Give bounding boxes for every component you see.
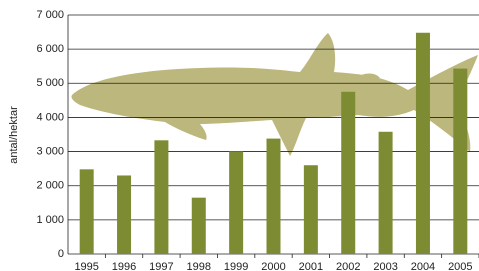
x-tick-label: 2001 xyxy=(299,261,323,271)
y-tick-label: 1 000 xyxy=(36,214,64,226)
bar xyxy=(304,165,318,254)
x-tick-label: 2004 xyxy=(411,261,435,271)
x-tick-label: 1999 xyxy=(224,261,248,271)
x-tick-label: 2002 xyxy=(336,261,360,271)
bar xyxy=(379,132,393,254)
bar xyxy=(192,198,206,254)
x-tick-label: 1996 xyxy=(112,261,136,271)
bar xyxy=(80,169,94,254)
y-tick-label: 6 000 xyxy=(36,43,64,55)
x-tick-label: 1997 xyxy=(149,261,173,271)
chart: antal/hektar 0 1 000 2 000 3 000 4 000 5 000 6… xyxy=(0,0,479,271)
x-tick-label: 2003 xyxy=(373,261,397,271)
bar xyxy=(117,175,131,254)
bar xyxy=(416,33,430,254)
bar xyxy=(229,152,243,254)
y-tick-label: 3 000 xyxy=(36,145,64,157)
x-tick-label: 1995 xyxy=(74,261,98,271)
y-tick-label: 2 000 xyxy=(36,180,64,192)
bar xyxy=(341,92,355,254)
y-tick-label: 5 000 xyxy=(36,77,64,89)
y-tick-label: 7 000 xyxy=(36,9,64,21)
x-tick-label: 2005 xyxy=(448,261,472,271)
y-tick-label: 0 xyxy=(58,248,64,260)
x-tick-label: 2000 xyxy=(261,261,285,271)
y-axis-title: antal/hektar xyxy=(8,106,20,164)
x-tick-label: 1998 xyxy=(187,261,211,271)
bar xyxy=(453,69,467,254)
y-tick-label: 4 000 xyxy=(36,111,64,123)
bar xyxy=(154,140,168,254)
bar xyxy=(267,139,281,254)
